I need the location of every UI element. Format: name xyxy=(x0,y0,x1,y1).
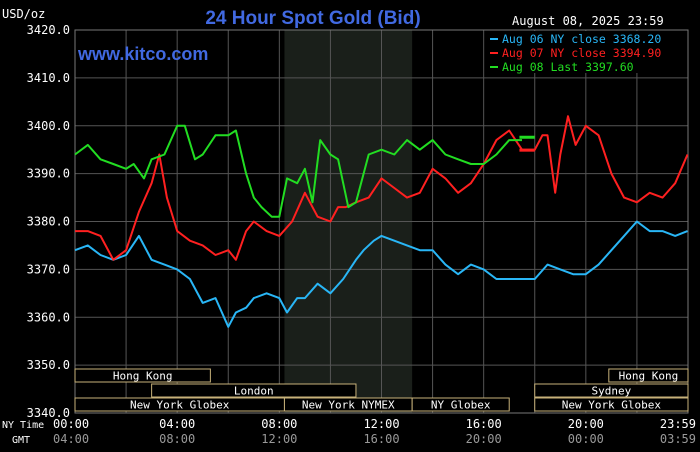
x-tick-label-gmt: 00:00 xyxy=(568,432,604,446)
x-tick-label-gmt: 20:00 xyxy=(466,432,502,446)
legend-background xyxy=(487,31,687,73)
y-tick-label: 3390.0 xyxy=(27,167,70,181)
market-sessions: Hong Kong London New York Globex New York N… xyxy=(74,368,689,412)
session-label: New York NYMEX xyxy=(302,399,395,412)
session-box xyxy=(608,368,689,383)
legend-entry: Aug 08 Last 3397.60 xyxy=(502,60,634,74)
session-box xyxy=(534,397,689,412)
brand-watermark: www.kitco.com xyxy=(77,44,208,64)
ny-time-label: NY Time xyxy=(2,420,44,431)
y-tick-label: 3340.0 xyxy=(27,406,70,420)
plot-frame xyxy=(74,29,689,414)
gmt-label: GMT xyxy=(12,435,30,446)
x-tick-label-gmt: 12:00 xyxy=(261,432,297,446)
units-label: USD/oz xyxy=(2,7,45,21)
axes: 3340.0 3350.0 3360.0 3370.0 3380.0 3390.0 3400… xyxy=(2,23,696,446)
price-series xyxy=(74,115,689,328)
series-line xyxy=(74,124,522,218)
x-tick-label-ny: 12:00 xyxy=(363,417,399,431)
session-label: Hong Kong xyxy=(619,370,679,383)
legend-entry: Aug 06 NY close 3368.20 xyxy=(502,32,661,46)
x-tick-label-gmt: 03:59 xyxy=(660,432,696,446)
x-tick-label-ny: 23:59 xyxy=(660,417,696,431)
session-label: NY Globex xyxy=(431,399,491,412)
x-tick-label-ny: 20:00 xyxy=(568,417,604,431)
x-tick-label-ny: 08:00 xyxy=(261,417,297,431)
legend-entry: Aug 07 NY close 3394.90 xyxy=(502,46,661,60)
x-tick-label-ny: 04:00 xyxy=(159,417,195,431)
y-tick-label: 3380.0 xyxy=(27,215,70,229)
series-line xyxy=(74,220,688,328)
session-label: New York Globex xyxy=(562,399,662,412)
session-box xyxy=(534,383,689,398)
session-label: Hong Kong xyxy=(113,370,173,383)
y-tick-label: 3370.0 xyxy=(27,262,70,276)
session-box xyxy=(151,383,357,398)
session-box xyxy=(74,368,211,383)
y-tick-label: 3420.0 xyxy=(27,23,70,37)
session-label: New York Globex xyxy=(130,399,230,412)
y-tick-label: 3410.0 xyxy=(27,71,70,85)
session-box xyxy=(411,397,510,412)
x-tick-label-gmt: 04:00 xyxy=(53,432,89,446)
session-label: London xyxy=(234,385,274,398)
chart-title: 24 Hour Spot Gold (Bid) xyxy=(205,8,420,29)
y-tick-label: 3400.0 xyxy=(27,119,70,133)
y-tick-label: 3350.0 xyxy=(27,358,70,372)
series-line xyxy=(75,115,689,261)
grid-lines xyxy=(74,29,689,414)
timestamp-label: August 08, 2025 23:59 xyxy=(512,14,664,28)
session-label: Sydney xyxy=(592,385,632,398)
x-tick-label-ny: 16:00 xyxy=(466,417,502,431)
x-tick-label-gmt: 16:00 xyxy=(363,432,399,446)
x-tick-label-gmt: 08:00 xyxy=(159,432,195,446)
x-tick-label-ny: 00:00 xyxy=(53,417,89,431)
y-tick-label: 3360.0 xyxy=(27,310,70,324)
